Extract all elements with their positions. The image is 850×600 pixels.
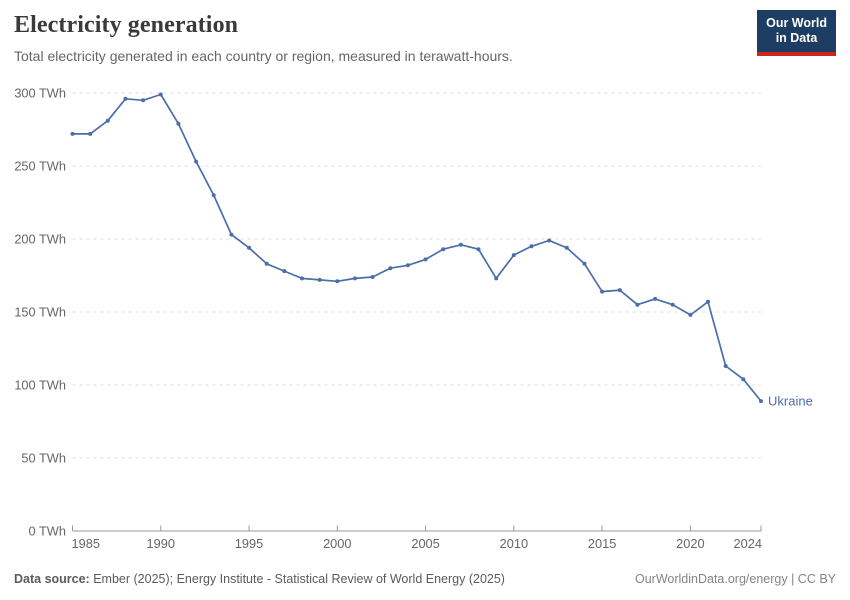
data-point-1994[interactable] — [229, 232, 234, 237]
data-point-2005[interactable] — [423, 257, 428, 262]
data-point-1992[interactable] — [194, 159, 199, 164]
data-point-2013[interactable] — [564, 245, 569, 250]
data-point-2000[interactable] — [335, 279, 340, 284]
data-point-1990[interactable] — [158, 92, 163, 97]
y-tick-label-200: 200 TWh — [14, 232, 66, 247]
owid-logo-text-line2: in Data — [775, 31, 818, 46]
x-tick-label-2020: 2020 — [676, 536, 704, 551]
y-tick-label-150: 150 TWh — [14, 305, 66, 320]
data-point-2018[interactable] — [653, 296, 658, 301]
data-point-2014[interactable] — [582, 261, 587, 266]
data-point-2007[interactable] — [458, 242, 463, 247]
trend-line-ukraine[interactable] — [71, 93, 762, 402]
data-point-1993[interactable] — [211, 193, 216, 198]
data-point-2015[interactable] — [600, 289, 605, 294]
series-label-ukraine: Ukraine — [768, 394, 813, 409]
chart-subtitle: Total electricity generated in each coun… — [14, 48, 513, 64]
x-tick-label-1995: 1995 — [235, 536, 263, 551]
data-point-2019[interactable] — [670, 302, 675, 307]
chart-header: Electricity generation Total electricity… — [14, 10, 836, 64]
data-point-1987[interactable] — [105, 118, 110, 123]
data-point-2011[interactable] — [529, 244, 534, 249]
data-source-label: Data source: — [14, 572, 90, 586]
data-point-1988[interactable] — [123, 96, 128, 101]
data-source-text[interactable]: Ember (2025); Energy Institute - Statist… — [89, 572, 505, 586]
data-point-2012[interactable] — [547, 238, 552, 243]
data-source-line: Data source: Ember (2025); Energy Instit… — [14, 572, 505, 586]
data-point-1999[interactable] — [317, 277, 322, 282]
data-point-1995[interactable] — [247, 245, 251, 250]
data-point-2009[interactable] — [494, 276, 499, 281]
data-point-2004[interactable] — [405, 263, 410, 268]
data-point-1996[interactable] — [264, 261, 269, 266]
data-point-1991[interactable] — [176, 121, 181, 126]
x-tick-label-1985: 1985 — [72, 536, 100, 551]
data-point-2022[interactable] — [723, 364, 728, 368]
data-point-2024[interactable] — [759, 399, 763, 404]
x-tick-label-2005: 2005 — [411, 536, 439, 551]
credit-link[interactable]: OurWorldinData.org/energy | CC BY — [634, 572, 836, 586]
chart-footer: Data source: Ember (2025); Energy Instit… — [14, 572, 836, 586]
page-title: Electricity generation — [14, 12, 239, 38]
y-tick-label-300: 300 TWh — [14, 86, 66, 101]
x-tick-label-1990: 1990 — [147, 536, 175, 551]
data-point-2008[interactable] — [476, 247, 481, 252]
x-tick-label-2000: 2000 — [323, 536, 351, 551]
data-point-1997[interactable] — [282, 269, 287, 274]
data-point-2002[interactable] — [370, 275, 375, 279]
data-point-1985[interactable] — [70, 131, 75, 136]
data-point-2003[interactable] — [388, 266, 393, 271]
data-point-1989[interactable] — [141, 98, 146, 103]
data-point-2023[interactable] — [741, 377, 746, 382]
data-point-1998[interactable] — [300, 276, 304, 281]
x-tick-label-2024: 2024 — [734, 536, 762, 551]
data-point-2017[interactable] — [635, 302, 640, 307]
y-tick-label-50: 50 TWh — [21, 451, 66, 466]
data-point-2001[interactable] — [353, 276, 357, 281]
y-tick-label-0: 0 TWh — [29, 524, 66, 539]
y-tick-label-250: 250 TWh — [14, 159, 66, 174]
data-point-2010[interactable] — [511, 253, 516, 258]
y-tick-label-100: 100 TWh — [14, 378, 66, 393]
x-tick-label-2015: 2015 — [588, 536, 616, 551]
data-point-2006[interactable] — [441, 247, 446, 252]
data-point-1986[interactable] — [88, 131, 93, 136]
owid-logo-text-line1: Our World — [766, 16, 827, 30]
x-tick-label-2010: 2010 — [500, 536, 528, 551]
owid-logo[interactable]: Our World in Data — [757, 10, 836, 56]
data-point-2021[interactable] — [706, 299, 710, 304]
data-point-2020[interactable] — [688, 312, 693, 317]
data-point-2016[interactable] — [617, 288, 622, 293]
